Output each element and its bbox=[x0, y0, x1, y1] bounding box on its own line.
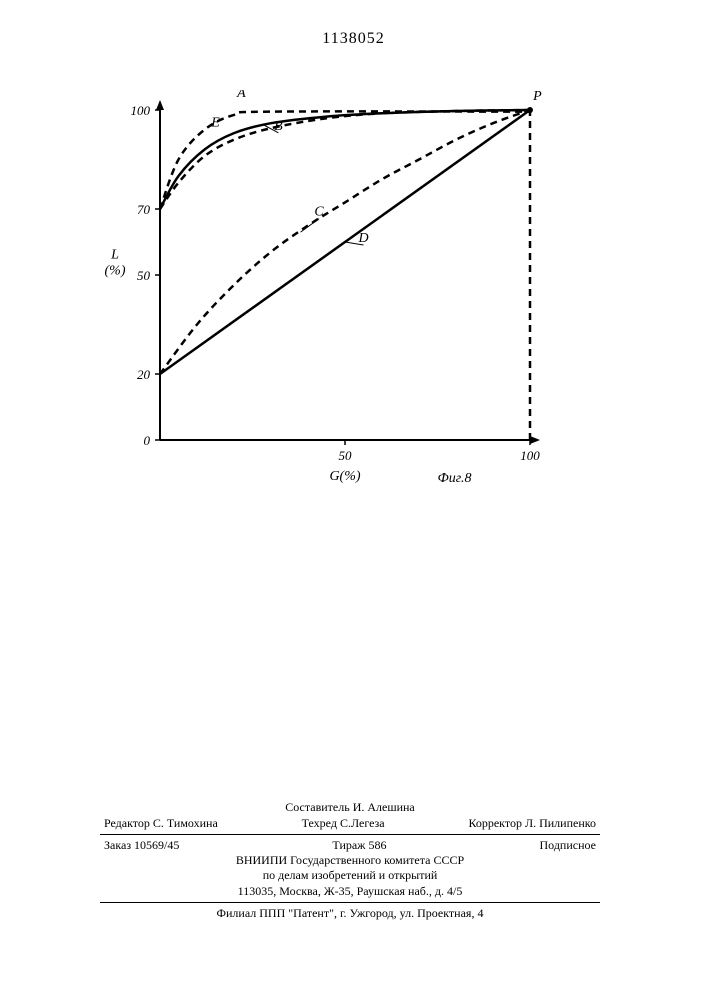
order: Заказ 10569/45 bbox=[104, 838, 179, 853]
figure-8-chart: 020507010050100L(%)G(%)Фиг.8AEBCDP bbox=[90, 90, 560, 510]
addr1: 113035, Москва, Ж-35, Раушская наб., д. … bbox=[100, 884, 600, 900]
corrector: Корректор Л. Пилипенко bbox=[468, 816, 596, 831]
branch: Филиал ППП "Патент", г. Ужгород, ул. Про… bbox=[100, 906, 600, 922]
svg-text:100: 100 bbox=[520, 448, 540, 463]
svg-text:C: C bbox=[314, 205, 324, 220]
svg-text:E: E bbox=[210, 116, 220, 131]
svg-text:Фиг.8: Фиг.8 bbox=[438, 471, 472, 486]
svg-text:50: 50 bbox=[339, 448, 353, 463]
divider bbox=[100, 834, 600, 835]
svg-text:A: A bbox=[236, 90, 246, 101]
podpisnoe: Подписное bbox=[540, 838, 597, 853]
svg-text:P: P bbox=[532, 90, 542, 104]
svg-text:20: 20 bbox=[137, 367, 151, 382]
svg-text:G(%): G(%) bbox=[329, 469, 360, 484]
svg-text:50: 50 bbox=[137, 268, 151, 283]
svg-text:0: 0 bbox=[144, 433, 151, 448]
editor: Редактор С. Тимохина bbox=[104, 816, 218, 831]
org2: по делам изобретений и открытий bbox=[100, 868, 600, 884]
svg-text:70: 70 bbox=[137, 202, 151, 217]
svg-text:L: L bbox=[110, 248, 119, 263]
org1: ВНИИПИ Государственного комитета СССР bbox=[100, 853, 600, 869]
techred: Техред С.Легеза bbox=[302, 816, 385, 831]
svg-text:100: 100 bbox=[131, 103, 151, 118]
tirazh: Тираж 586 bbox=[332, 838, 386, 853]
svg-text:D: D bbox=[357, 231, 368, 246]
document-number: 1138052 bbox=[0, 30, 707, 48]
svg-text:(%): (%) bbox=[105, 264, 126, 279]
compiler-line: Составитель И. Алешина bbox=[100, 800, 600, 816]
divider bbox=[100, 902, 600, 903]
footer-block: Составитель И. Алешина Редактор С. Тимох… bbox=[100, 800, 600, 922]
roles-row: Редактор С. Тимохина Техред С.Легеза Кор… bbox=[100, 816, 600, 831]
order-row: Заказ 10569/45 Тираж 586 Подписное bbox=[100, 838, 600, 853]
